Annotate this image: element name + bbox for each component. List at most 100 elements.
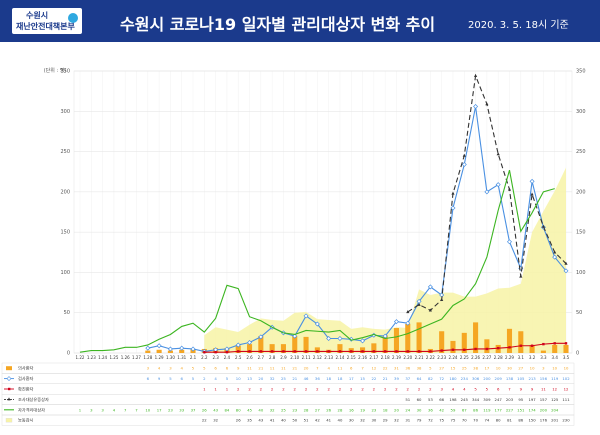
table-cell: 17 bbox=[484, 366, 489, 371]
table-cell: 36 bbox=[405, 366, 410, 371]
table-cell: 227 bbox=[506, 407, 514, 412]
x-tick-label: 2.22 bbox=[426, 355, 435, 360]
point-검사환자 bbox=[360, 338, 366, 344]
table-cell: 3 bbox=[542, 366, 545, 371]
table-cell: 30 bbox=[417, 407, 422, 412]
x-tick-label: 1.25 bbox=[109, 355, 118, 360]
point-조사대상유증상자 bbox=[428, 308, 432, 312]
x-tick-label: 2.16 bbox=[358, 355, 367, 360]
table-cell: 32 bbox=[360, 418, 365, 423]
point-조사대상유증상자 bbox=[553, 250, 557, 254]
table-cell: 150 bbox=[528, 418, 536, 423]
point-검사환자 bbox=[156, 343, 162, 349]
table-cell: 43 bbox=[213, 407, 218, 412]
bar-suspected-patients bbox=[450, 340, 456, 353]
point-확진환자 bbox=[350, 350, 353, 353]
table-cell: 42 bbox=[439, 407, 444, 412]
point-확진환자 bbox=[519, 344, 522, 347]
table-cell: 18 bbox=[326, 376, 331, 381]
legend-swatch-suspected bbox=[6, 366, 12, 371]
table-cell: 230 bbox=[562, 418, 570, 423]
table-row bbox=[1, 383, 575, 395]
bar-suspected-patients bbox=[179, 349, 185, 353]
table-cell: 6 bbox=[147, 376, 150, 381]
point-검사환자 bbox=[167, 346, 173, 352]
table-cell: 9 bbox=[237, 366, 240, 371]
table-cell: 245 bbox=[461, 397, 469, 402]
table-cell: 37 bbox=[191, 407, 196, 412]
table-cell: 70 bbox=[462, 418, 467, 423]
point-확진환자 bbox=[225, 350, 229, 354]
point-검사환자 bbox=[314, 321, 320, 327]
table-cell: 72 bbox=[428, 418, 433, 423]
logo-line-2: 재난안전대책본부 bbox=[16, 22, 75, 31]
table-cell: 5 bbox=[429, 366, 432, 371]
table-cell: 80 bbox=[496, 418, 501, 423]
table-cell: 5 bbox=[474, 387, 477, 392]
bar-suspected-patients bbox=[145, 350, 151, 353]
table-cell: 125 bbox=[551, 397, 559, 402]
x-tick-label: 2.8 bbox=[269, 355, 276, 360]
table-cell: 95 bbox=[518, 397, 523, 402]
table-cell: 2 bbox=[418, 387, 421, 392]
point-확진환자 bbox=[270, 350, 274, 353]
y-tick-label-right: 200 bbox=[576, 189, 586, 195]
table-cell: 33 bbox=[179, 407, 184, 412]
table-cell: 4 bbox=[158, 366, 161, 371]
point-검사환자 bbox=[529, 178, 535, 184]
table-cell: 105 bbox=[517, 376, 525, 381]
bar-suspected-patients bbox=[393, 328, 400, 353]
point-검사환자 bbox=[247, 340, 253, 346]
table-cell: 43 bbox=[258, 418, 263, 423]
table-cell: 30 bbox=[507, 366, 512, 371]
point-확진환자 bbox=[485, 347, 489, 351]
table-cell: 86 bbox=[473, 407, 478, 412]
table-cell: 177 bbox=[495, 407, 503, 412]
x-tick-label: 3.1 bbox=[518, 355, 525, 360]
legend-swatch-active-monitoring bbox=[5, 418, 13, 423]
point-조사대상유증상자 bbox=[519, 274, 523, 278]
table-cell: 51 bbox=[405, 397, 410, 402]
table-cell: 28 bbox=[304, 407, 309, 412]
as-of-date: 2020. 3. 5. 18시 기준 bbox=[468, 20, 569, 31]
table-cell: 29 bbox=[383, 418, 388, 423]
bar-suspected-patients bbox=[473, 322, 479, 353]
table-row-label: 능동감시 bbox=[18, 417, 34, 423]
x-tick-label: 2.26 bbox=[471, 355, 480, 360]
point-확진환자 bbox=[474, 347, 477, 351]
x-tick-label: 2.9 bbox=[280, 355, 287, 360]
table-cell: 28 bbox=[338, 407, 343, 412]
table-cell: 2 bbox=[339, 387, 342, 392]
table-cell: 21 bbox=[383, 376, 388, 381]
table-cell: 16 bbox=[349, 407, 354, 412]
x-tick-label: 1.23 bbox=[87, 355, 96, 360]
x-tick-label: 1.28 bbox=[143, 355, 152, 360]
table-cell: 7 bbox=[124, 407, 127, 412]
table-cell: 2 bbox=[350, 387, 353, 392]
table-cell: 86 bbox=[518, 418, 523, 423]
bar-suspected-patients bbox=[156, 349, 162, 353]
table-cell: 9 bbox=[158, 376, 161, 381]
point-검사환자 bbox=[303, 313, 309, 319]
x-tick-label: 2.11 bbox=[302, 355, 311, 360]
point-검사환자 bbox=[393, 319, 399, 325]
table-cell: 72 bbox=[439, 376, 444, 381]
table-cell: 75 bbox=[439, 418, 444, 423]
x-tick-label: 2.29 bbox=[505, 355, 514, 360]
table-cell: 3 bbox=[169, 366, 172, 371]
table-cell: 10 bbox=[564, 366, 569, 371]
table-cell: 2 bbox=[373, 387, 376, 392]
page-title: 수원시 코로나19 일자별 관리대상자 변화 추이 bbox=[120, 15, 436, 34]
table-cell: 18 bbox=[338, 376, 343, 381]
y-tick-label-right: 300 bbox=[576, 109, 586, 115]
table-cell: 26 bbox=[326, 407, 331, 412]
point-조사대상유증상자 bbox=[440, 298, 444, 302]
bar-suspected-patients bbox=[484, 339, 490, 353]
bar-suspected-patients bbox=[540, 350, 546, 353]
table-cell: 20 bbox=[304, 366, 309, 371]
y-tick-label-right: 0 bbox=[576, 351, 579, 357]
y-tick-label-right: 250 bbox=[576, 149, 586, 155]
table-cell: 81 bbox=[507, 418, 512, 423]
x-tick-label: 2.23 bbox=[437, 355, 446, 360]
table-cell: 119 bbox=[551, 376, 559, 381]
